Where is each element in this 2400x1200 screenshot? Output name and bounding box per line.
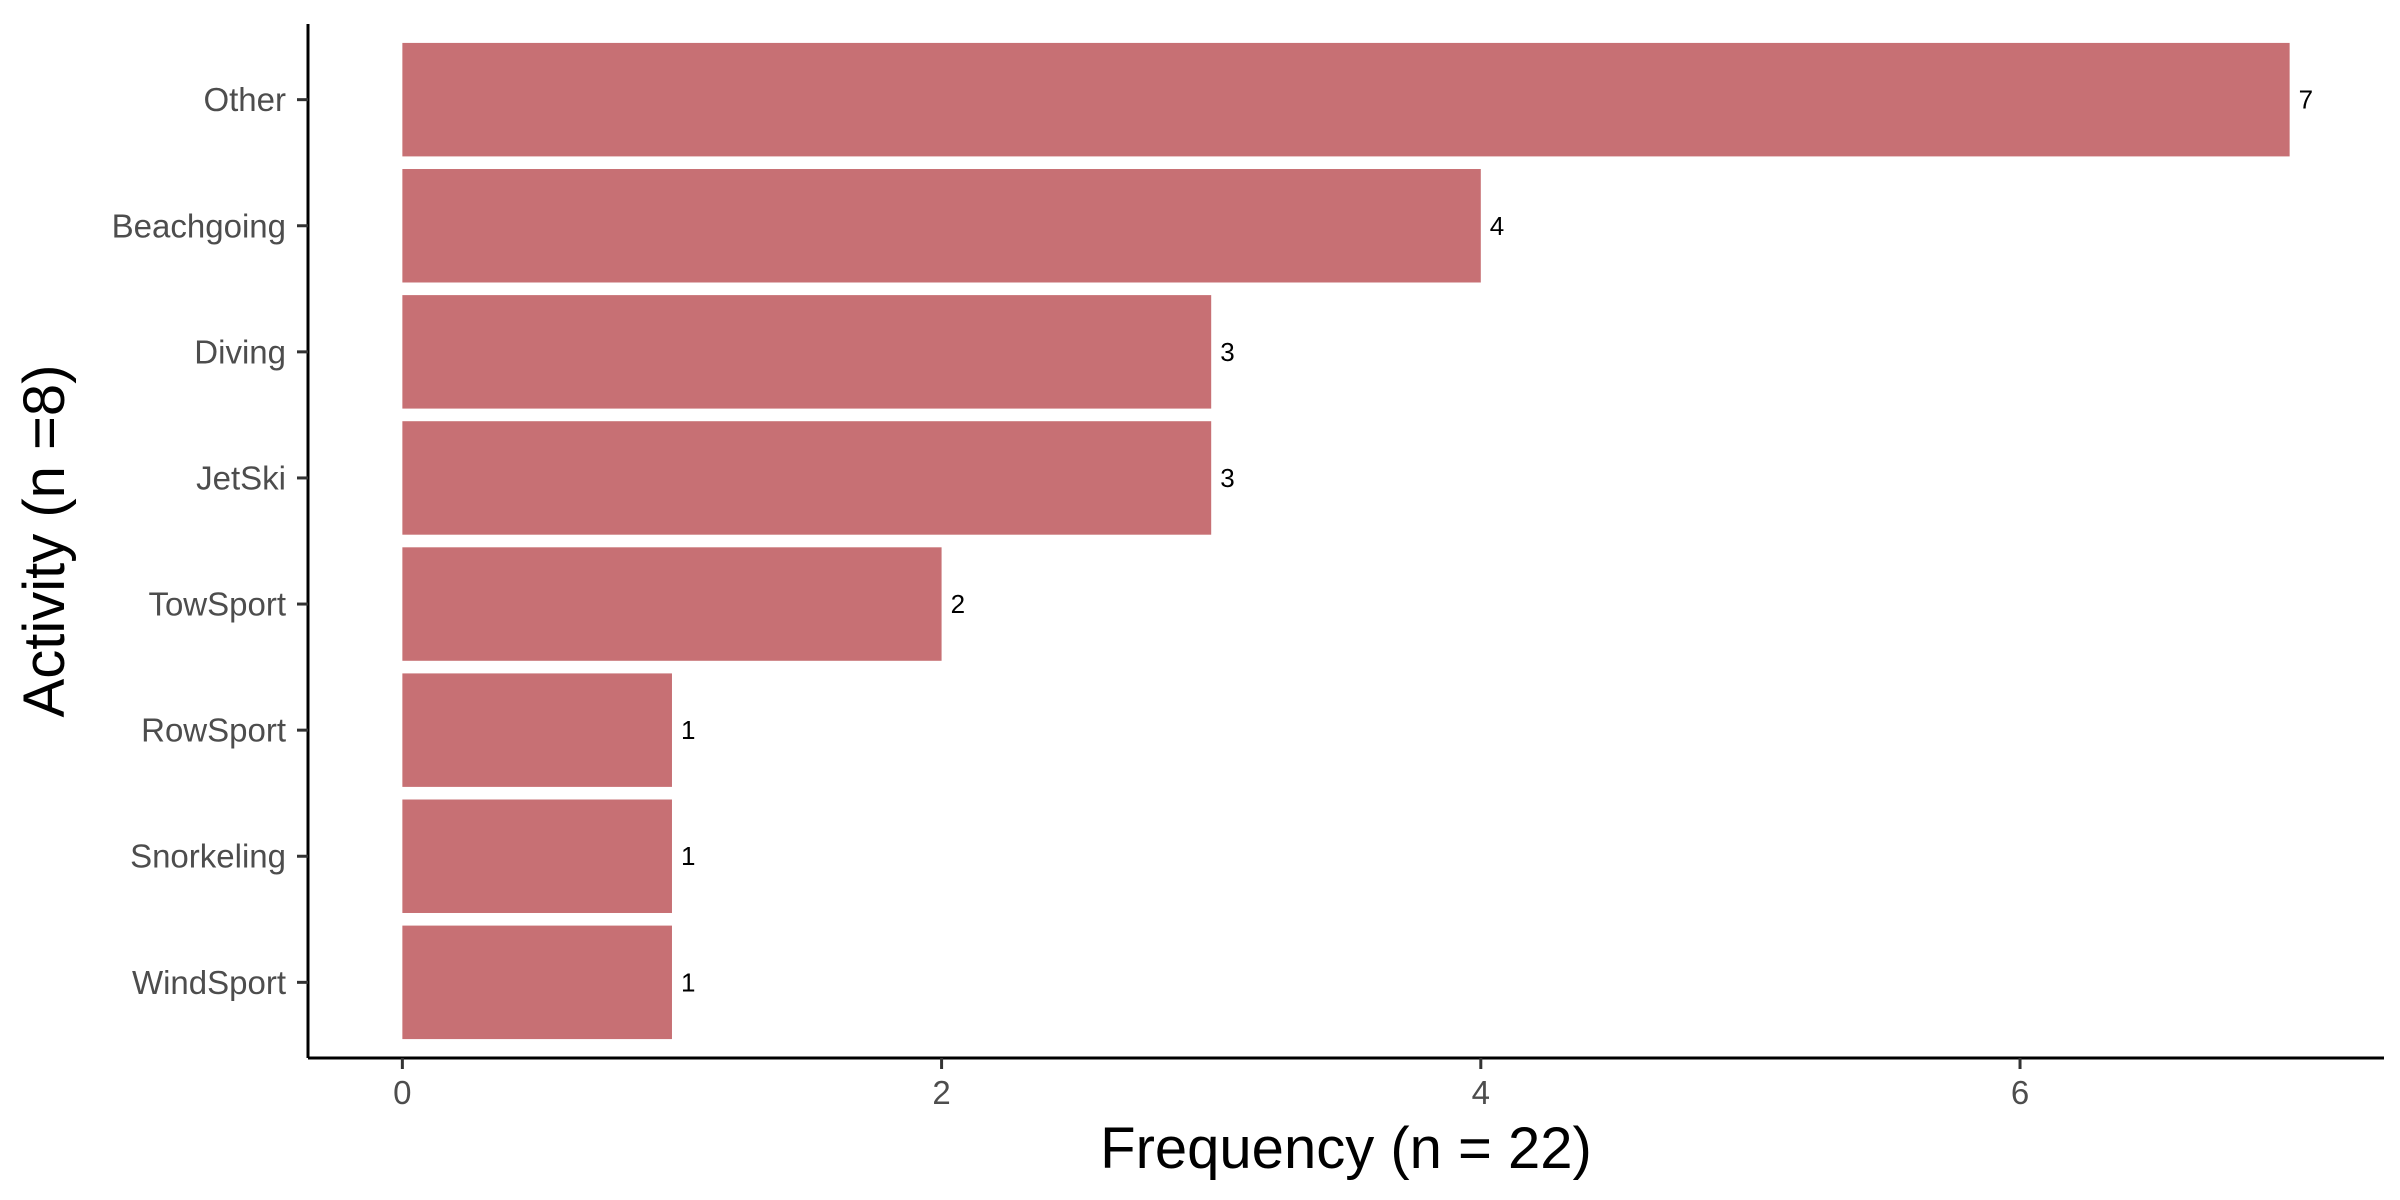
y-tick-label-snorkeling: Snorkeling <box>130 838 286 875</box>
data-label-rowsport: 1 <box>681 715 695 745</box>
y-tick-label-beachgoing: Beachgoing <box>112 207 286 244</box>
y-tick-label-jetski: JetSki <box>196 459 286 496</box>
bar-rowsport <box>402 673 672 787</box>
bar-towsport <box>402 547 942 661</box>
x-axis-ticks: 0 2 4 6 <box>393 1058 2029 1111</box>
y-tick-label-rowsport: RowSport <box>141 712 286 749</box>
data-label-jetski: 3 <box>1220 463 1234 493</box>
bar-snorkeling <box>402 799 672 913</box>
x-tick-label: 2 <box>932 1074 950 1111</box>
data-label-windsport: 1 <box>681 967 695 997</box>
data-label-other: 7 <box>2299 85 2313 115</box>
data-label-towsport: 2 <box>951 589 965 619</box>
y-tick-label-towsport: TowSport <box>148 586 286 623</box>
x-tick-label: 6 <box>2011 1074 2029 1111</box>
y-tick-label-windsport: WindSport <box>132 964 286 1001</box>
bar-jetski <box>402 421 1212 535</box>
data-label-diving: 3 <box>1220 337 1234 367</box>
y-axis-ticks: Other Beachgoing Diving JetSki TowSport RowSp… <box>112 81 308 1001</box>
data-labels-group: 7 4 3 3 2 1 1 1 <box>681 85 2313 998</box>
y-axis-title: Activity (n =8) <box>12 365 77 718</box>
x-axis-title: Frequency (n = 22) <box>1100 1116 1592 1181</box>
bar-other <box>402 42 2290 157</box>
bar-diving <box>402 295 1212 409</box>
bars-group <box>402 42 2290 1040</box>
data-label-beachgoing: 4 <box>1490 211 1504 241</box>
bar-beachgoing <box>402 169 1481 283</box>
bar-windsport <box>402 925 672 1040</box>
y-tick-label-other: Other <box>203 81 286 118</box>
x-tick-label: 0 <box>393 1074 411 1111</box>
data-label-snorkeling: 1 <box>681 841 695 871</box>
y-tick-label-diving: Diving <box>194 333 286 370</box>
x-tick-label: 4 <box>1472 1074 1490 1111</box>
